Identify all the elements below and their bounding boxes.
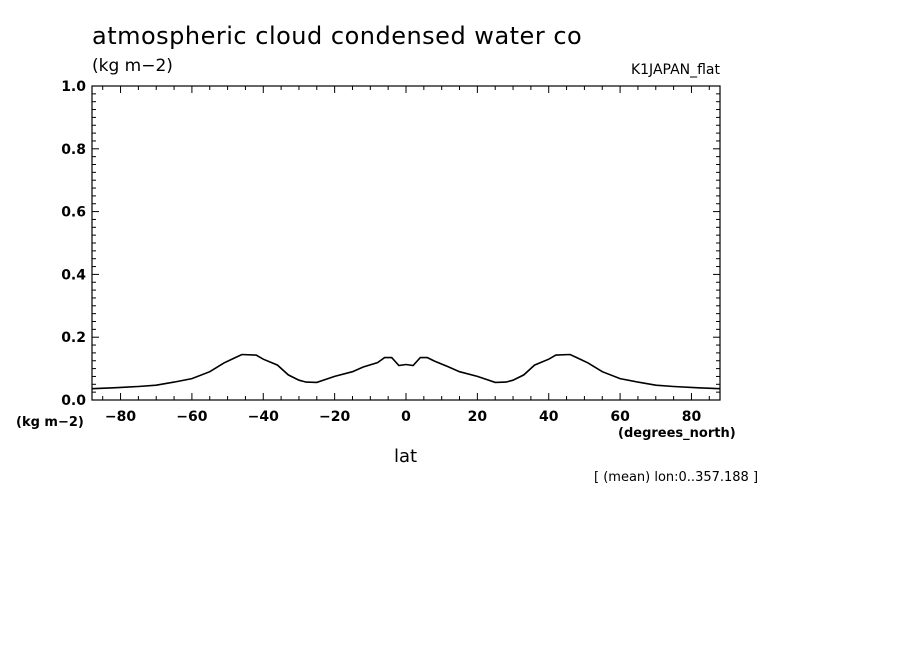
axis-ticks <box>92 86 720 400</box>
chart-units: (kg m−2) <box>92 56 173 76</box>
y-tick-label: 0.0 <box>61 393 86 409</box>
x-tick-label: −60 <box>176 409 207 425</box>
y-tick-label: 0.4 <box>61 267 86 283</box>
x-tick-label: 20 <box>468 409 488 425</box>
y-axis-unit: (kg m−2) <box>16 415 84 430</box>
y-tick-label: 1.0 <box>61 79 86 95</box>
y-tick-label: 0.2 <box>61 330 86 346</box>
y-tick-label: 0.8 <box>61 142 86 158</box>
tick-labels: −80 −60 −40 −20 0 20 40 60 80 0.0 0.2 0.4 0.6 0.8 1.0 <box>61 79 701 425</box>
x-tick-label: 80 <box>682 409 702 425</box>
plot-frame <box>91 85 721 401</box>
y-tick-label: 0.6 <box>61 205 86 221</box>
x-tick-label: 40 <box>539 409 559 425</box>
x-axis-label: lat <box>394 446 418 467</box>
x-tick-label: −40 <box>248 409 279 425</box>
x-tick-label: −20 <box>319 409 350 425</box>
model-name: K1JAPAN_flat <box>630 62 720 78</box>
x-axis-unit: (degrees_north) <box>618 426 736 441</box>
series-line <box>91 353 721 390</box>
x-tick-label: 0 <box>401 409 411 425</box>
x-tick-label: −80 <box>105 409 136 425</box>
x-tick-label: 60 <box>610 409 630 425</box>
chart-title: atmospheric cloud condensed water co <box>92 22 583 50</box>
averaging-note: [ (mean) lon:0..357.188 ] <box>594 470 759 485</box>
